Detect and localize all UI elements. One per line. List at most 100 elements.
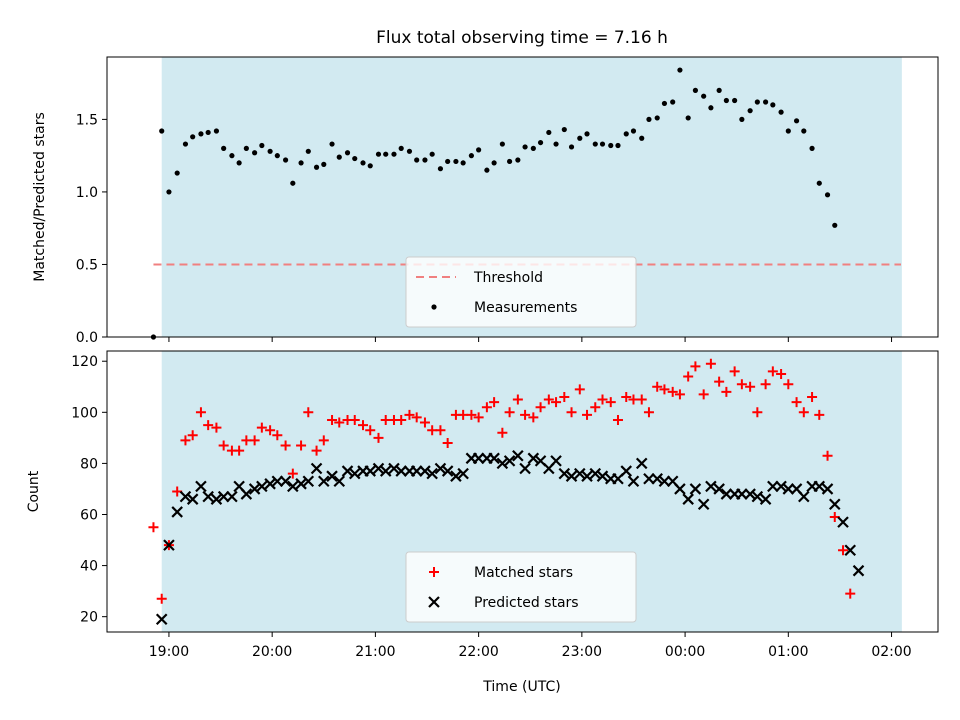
y-tick-label: 0.5 — [76, 257, 98, 273]
data-point — [344, 150, 351, 156]
x-tick-label: 00:00 — [665, 644, 705, 660]
data-point — [658, 475, 671, 488]
data-point — [203, 420, 214, 431]
data-point — [767, 366, 778, 377]
data-point — [252, 150, 258, 156]
data-point — [311, 445, 322, 456]
legend-label: Matched stars — [474, 565, 573, 581]
data-point — [256, 422, 267, 433]
data-point — [674, 483, 686, 495]
data-point — [646, 116, 652, 122]
y-tick-label: 40 — [80, 559, 98, 575]
data-point — [643, 407, 654, 418]
data-point — [776, 368, 787, 379]
data-point — [248, 483, 261, 495]
data-point — [775, 480, 787, 493]
x-tick-label: 01:00 — [768, 644, 808, 660]
data-point — [729, 366, 740, 377]
data-point — [190, 134, 196, 140]
y-tick-label: 1.5 — [76, 112, 98, 128]
data-point — [473, 412, 484, 423]
data-point — [259, 142, 265, 149]
data-point — [852, 564, 865, 577]
data-point — [615, 142, 621, 149]
data-point — [667, 386, 678, 397]
data-point — [581, 470, 593, 482]
data-point — [434, 462, 447, 475]
data-point — [654, 115, 660, 121]
y-axis-label: Count — [26, 470, 42, 512]
data-point — [179, 490, 192, 503]
data-point — [527, 452, 540, 465]
data-point — [605, 397, 616, 408]
data-point — [198, 131, 204, 137]
y-tick-label: 1.0 — [76, 185, 98, 201]
data-point — [844, 544, 857, 557]
data-point — [435, 425, 446, 436]
data-point — [821, 483, 834, 495]
data-point — [832, 222, 838, 228]
data-point — [732, 97, 738, 104]
data-point — [195, 480, 207, 493]
y-tick-label: 0.0 — [76, 330, 98, 346]
data-point — [180, 435, 191, 446]
data-point — [520, 409, 531, 420]
data-point — [512, 449, 524, 462]
data-point — [620, 465, 633, 477]
data-point — [809, 145, 815, 151]
data-point — [752, 407, 763, 418]
data-point — [341, 465, 354, 477]
data-point — [778, 109, 784, 115]
data-point — [226, 490, 238, 503]
data-point — [829, 512, 840, 523]
data-point — [186, 493, 199, 505]
data-point — [166, 189, 172, 195]
data-point — [546, 129, 552, 136]
data-point — [760, 379, 771, 390]
data-point — [326, 470, 338, 482]
data-point — [504, 407, 515, 418]
data-point — [744, 488, 756, 500]
data-point — [372, 462, 385, 475]
data-point — [476, 147, 482, 153]
data-point — [318, 475, 330, 488]
data-point — [685, 115, 691, 121]
data-point — [155, 613, 168, 626]
data-point — [460, 160, 466, 166]
data-point — [195, 407, 206, 418]
data-point — [290, 180, 296, 186]
data-point — [398, 145, 404, 151]
data-point — [497, 427, 508, 438]
data-point — [782, 483, 795, 495]
axes-frame — [106, 56, 939, 338]
data-point — [828, 498, 841, 511]
legend-box — [405, 256, 637, 328]
data-point — [822, 450, 833, 461]
data-point — [364, 465, 377, 477]
data-point — [551, 397, 562, 408]
legend-box — [405, 551, 637, 623]
data-point — [783, 379, 794, 390]
data-point — [163, 539, 175, 551]
data-point — [565, 470, 578, 482]
data-point — [437, 166, 444, 172]
data-point — [791, 397, 802, 408]
data-point — [838, 545, 849, 556]
data-point — [698, 389, 709, 400]
chart-title: Flux total observing time = 7.16 h — [376, 28, 668, 48]
data-point — [491, 160, 497, 166]
data-point — [396, 414, 407, 425]
data-point — [592, 141, 598, 147]
legend: Threshold Measurements — [405, 256, 637, 328]
data-point — [643, 472, 655, 485]
data-point — [763, 99, 769, 105]
data-point — [798, 490, 810, 503]
x-axis-label: Time (UTC) — [482, 679, 560, 695]
data-point — [210, 493, 223, 505]
data-point — [267, 148, 273, 154]
data-point — [627, 475, 640, 488]
data-point — [813, 480, 826, 493]
data-point — [528, 412, 539, 423]
data-point — [333, 475, 346, 488]
data-point — [488, 452, 500, 465]
